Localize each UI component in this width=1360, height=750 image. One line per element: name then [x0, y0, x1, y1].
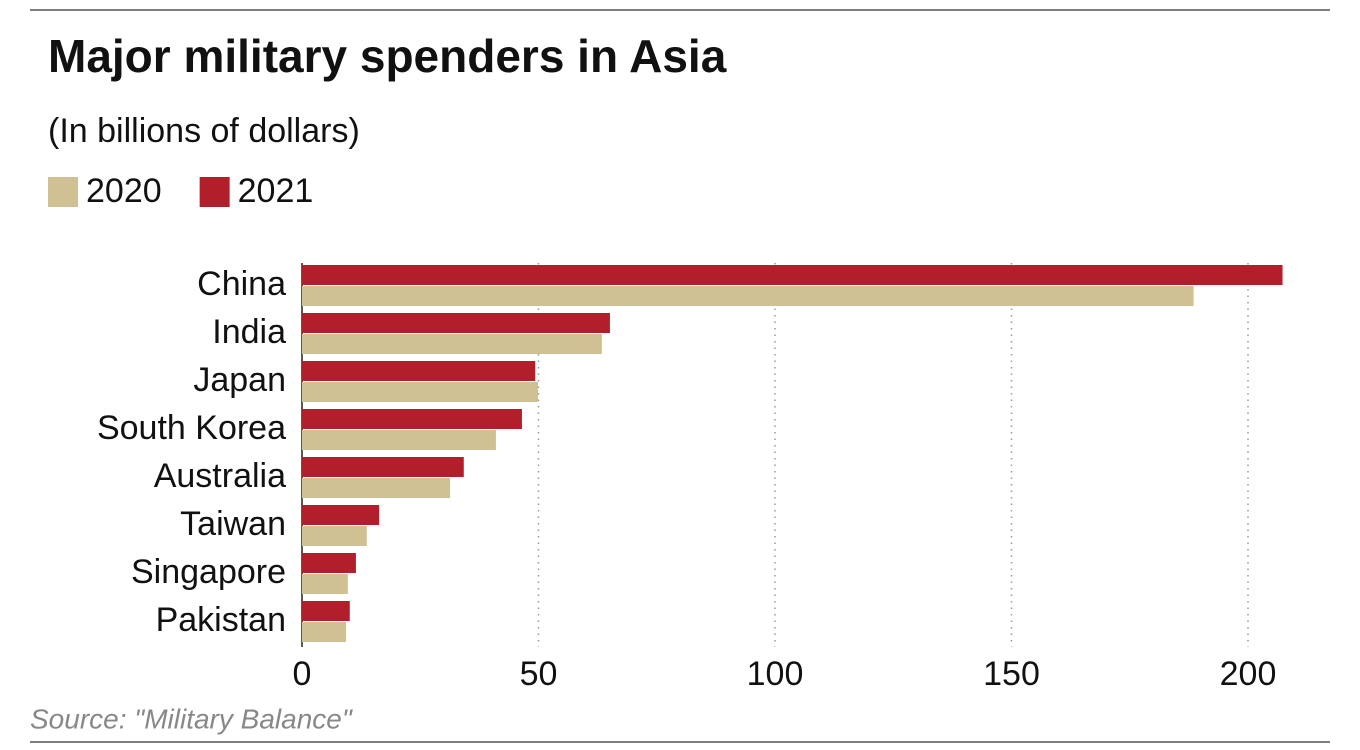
legend-swatch — [48, 177, 78, 207]
bar — [302, 430, 496, 450]
x-tick-label: 0 — [293, 655, 312, 693]
chart-subtitle: (In billions of dollars) — [48, 112, 360, 150]
bar — [302, 553, 356, 573]
bar — [302, 361, 536, 381]
bar — [302, 313, 610, 333]
bar — [302, 457, 464, 477]
bar — [302, 478, 451, 498]
y-tick-label: Singapore — [131, 553, 286, 591]
y-tick-label: Taiwan — [180, 505, 286, 543]
bar — [302, 574, 348, 594]
legend-swatch — [199, 177, 230, 207]
bar — [302, 622, 346, 642]
x-tick-label: 150 — [983, 655, 1040, 693]
legend-label: 2020 — [86, 172, 162, 210]
source: Source: "Military Balance" — [30, 703, 353, 734]
bar — [302, 601, 350, 621]
x-tick-label: 50 — [520, 655, 558, 693]
legend-label: 2021 — [238, 172, 314, 210]
bar — [302, 286, 1194, 306]
bar — [302, 526, 367, 546]
bar — [302, 409, 522, 429]
bar — [302, 505, 380, 525]
y-tick-label: South Korea — [97, 409, 286, 447]
x-tick-label: 200 — [1220, 655, 1277, 693]
chart-title: Major military spenders in Asia — [48, 30, 727, 82]
bar — [302, 382, 539, 402]
y-tick-label: Australia — [154, 457, 286, 495]
bar — [302, 334, 602, 354]
y-tick-label: Pakistan — [156, 601, 286, 639]
y-tick-label: India — [212, 313, 286, 351]
y-tick-label: Japan — [193, 361, 286, 399]
x-tick-label: 100 — [747, 655, 804, 693]
y-tick-label: China — [197, 265, 286, 303]
bar — [302, 265, 1283, 285]
